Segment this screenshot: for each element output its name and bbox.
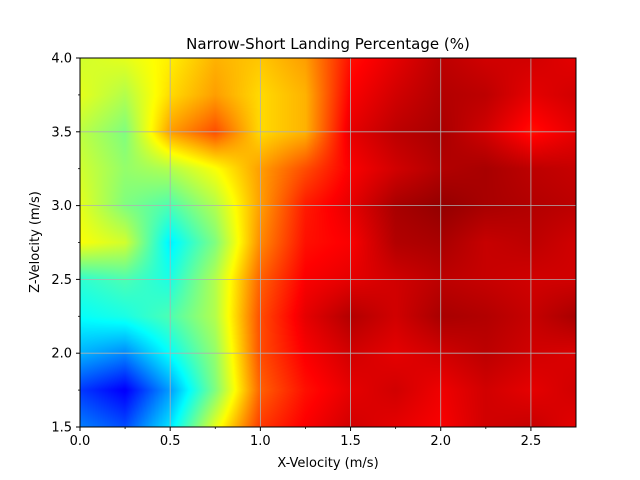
y-tick-label: 2.5 xyxy=(51,273,72,288)
x-tick-label: 2.0 xyxy=(430,434,451,449)
x-tick-label: 2.5 xyxy=(521,434,542,449)
x-axis-label: X-Velocity (m/s) xyxy=(277,456,378,471)
y-tick-label: 2.0 xyxy=(51,347,72,362)
chart-title: Narrow-Short Landing Percentage (%) xyxy=(186,35,470,53)
y-tick-label: 4.0 xyxy=(51,52,72,67)
y-axis-label: Z-Velocity (m/s) xyxy=(28,191,43,293)
x-axis: 0.0 0.5 1.0 1.5 2.0 2.5 xyxy=(70,427,542,449)
y-axis: 1.5 2.0 2.5 3.0 3.5 4.0 xyxy=(51,52,80,436)
y-tick-label: 3.5 xyxy=(51,125,72,140)
y-tick-label: 1.5 xyxy=(51,421,72,436)
plot-area xyxy=(79,57,577,428)
x-tick-label: 0.5 xyxy=(160,434,181,449)
y-tick-label: 3.0 xyxy=(51,199,72,214)
x-tick-label: 1.5 xyxy=(340,434,361,449)
heatmap-surface xyxy=(80,58,576,427)
x-tick-label: 1.0 xyxy=(250,434,271,449)
x-tick-label: 0.0 xyxy=(70,434,91,449)
